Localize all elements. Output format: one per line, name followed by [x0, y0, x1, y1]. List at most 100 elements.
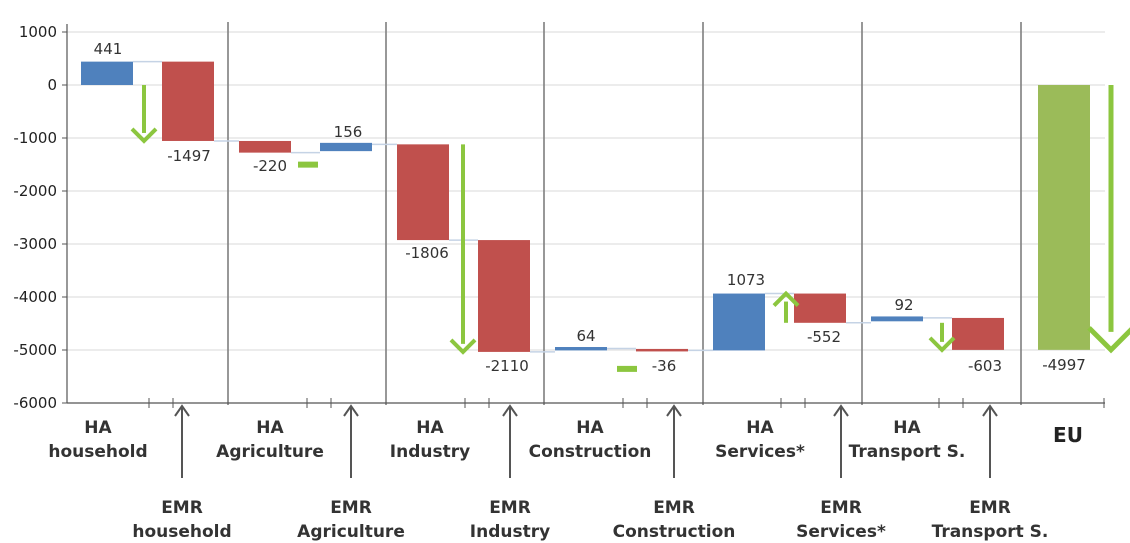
y-tick-label: -1000	[13, 129, 57, 147]
category-label-line: Agriculture	[297, 522, 405, 542]
y-tick-label: 0	[47, 76, 57, 94]
y-axis: 1000 0 -1000 -2000 -3000 -4000 -5000 -6000	[13, 23, 68, 412]
y-tick-label: -4000	[13, 288, 57, 306]
net-arrow-transport-s-	[928, 322, 956, 353]
arrow-head	[1087, 326, 1130, 354]
bars	[81, 61, 1090, 352]
bar-emr-transport-s-	[952, 317, 1004, 350]
data-label: -1806	[405, 244, 449, 262]
bar-connectors	[133, 60, 952, 353]
data-label: -4997	[1042, 356, 1086, 374]
net-change-arrows	[130, 85, 1130, 372]
pointer-head	[833, 404, 849, 417]
category-label: HA Industry	[390, 418, 470, 462]
net-arrow-household	[130, 85, 158, 144]
pointer-arrow	[833, 404, 849, 478]
category-label-line: HA	[84, 418, 112, 438]
y-tick-label: -3000	[13, 235, 57, 253]
data-labels: 441 -1497 -220 156 -1806 -2110 64 -36 1073 -552 92…	[94, 40, 1086, 375]
net-arrow-eu	[1087, 85, 1130, 354]
category-label-line: HA	[893, 418, 921, 438]
arrow-head	[130, 127, 158, 144]
category-label: EMR Industry	[470, 498, 550, 542]
category-label-line: HA	[416, 418, 444, 438]
data-label: -220	[253, 157, 287, 175]
pointer-arrow	[982, 404, 998, 478]
net-arrow-construction	[617, 365, 637, 372]
category-label-line: Industry	[390, 442, 470, 462]
bar-emr-household	[162, 61, 214, 141]
arrow-head	[928, 336, 956, 353]
grid-lines	[67, 31, 1105, 404]
bar-emr-agriculture	[320, 142, 372, 152]
data-label: 1073	[727, 271, 765, 289]
category-label-line: EMR	[330, 498, 372, 518]
bar-ha-agriculture	[239, 140, 291, 153]
pointer-arrow	[174, 404, 190, 478]
data-label: -603	[968, 357, 1002, 375]
bar-emr-industry	[478, 240, 530, 352]
bar-emr-services-	[794, 293, 846, 323]
category-label: EMR Transport S.	[932, 498, 1049, 542]
category-label-line: Services*	[796, 522, 886, 542]
pointer-arrow	[343, 404, 359, 478]
category-label: HA household	[48, 418, 147, 462]
category-label-line: household	[48, 442, 147, 462]
category-label-line: EMR	[653, 498, 695, 518]
category-label: HA Transport S.	[849, 418, 966, 462]
data-label: -552	[807, 328, 841, 346]
category-label-line: household	[132, 522, 231, 542]
x-axis	[67, 398, 1105, 408]
category-label-line: Construction	[613, 522, 736, 542]
category-label-line: Construction	[529, 442, 652, 462]
category-label-line: Transport S.	[932, 522, 1049, 542]
category-label-line: HA	[746, 418, 774, 438]
y-tick-label: -6000	[13, 394, 57, 412]
data-label: 64	[576, 327, 595, 345]
arrow-head	[449, 338, 477, 355]
category-label-line: HA	[256, 418, 284, 438]
data-label: -2110	[485, 357, 529, 375]
bar-ha-transport-s-	[871, 316, 923, 322]
category-label-line: EMR	[820, 498, 862, 518]
net-arrow-agriculture	[298, 161, 318, 168]
pointer-head	[666, 404, 682, 417]
category-label: HA Construction	[529, 418, 652, 462]
bar-ha-household	[81, 61, 133, 85]
bar-ha-services-	[713, 293, 765, 351]
category-label: EMR Construction	[613, 498, 736, 542]
pointer-head	[174, 404, 190, 417]
category-label-line: HA	[576, 418, 604, 438]
bar-emr-construction	[636, 348, 688, 352]
category-label-line: Industry	[470, 522, 550, 542]
net-arrow-services-	[772, 290, 800, 323]
category-label: HA Agriculture	[216, 418, 324, 462]
flat-arrow-bar	[617, 365, 637, 372]
group-dividers	[227, 22, 1022, 405]
category-label: HA Services*	[715, 418, 805, 462]
data-label: -36	[652, 357, 677, 375]
category-label: EMR household	[132, 498, 231, 542]
pointer-head	[343, 404, 359, 417]
bar-ha-industry	[397, 144, 449, 241]
flat-arrow-bar	[298, 161, 318, 168]
category-label-line: Services*	[715, 442, 805, 462]
data-label: 156	[334, 123, 363, 141]
y-tick-label: -2000	[13, 182, 57, 200]
data-label: 441	[94, 40, 123, 58]
pointer-head	[982, 404, 998, 417]
y-tick-label: -5000	[13, 341, 57, 359]
bar-ha-construction	[555, 347, 607, 351]
pointer-head	[502, 404, 518, 417]
bar-eu	[1038, 85, 1090, 350]
data-label: -1497	[167, 147, 211, 165]
category-label-line: EMR	[969, 498, 1011, 518]
category-label-line: EMR	[489, 498, 531, 518]
category-label-line: Transport S.	[849, 442, 966, 462]
pointer-arrow	[666, 404, 682, 478]
pointer-arrow	[502, 404, 518, 478]
data-label: 92	[894, 296, 913, 314]
y-tick-label: 1000	[19, 23, 57, 41]
category-label-line: Agriculture	[216, 442, 324, 462]
